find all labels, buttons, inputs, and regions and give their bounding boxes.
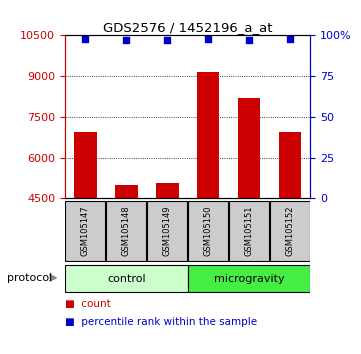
Bar xyxy=(279,132,301,198)
Bar xyxy=(188,265,310,292)
Text: microgravity: microgravity xyxy=(214,274,284,284)
Text: GSM105151: GSM105151 xyxy=(245,206,253,256)
Bar xyxy=(270,201,310,261)
Text: protocol: protocol xyxy=(7,273,52,283)
Point xyxy=(287,36,293,41)
Bar xyxy=(106,201,147,261)
Point xyxy=(123,38,129,43)
Text: GSM105147: GSM105147 xyxy=(81,206,90,256)
Point xyxy=(205,36,211,41)
Bar xyxy=(115,185,138,198)
Bar xyxy=(156,183,178,198)
Point xyxy=(246,38,252,43)
Point xyxy=(164,38,170,43)
Text: GSM105148: GSM105148 xyxy=(122,206,131,256)
Bar xyxy=(147,201,187,261)
Text: ■  percentile rank within the sample: ■ percentile rank within the sample xyxy=(65,317,257,327)
Title: GDS2576 / 1452196_a_at: GDS2576 / 1452196_a_at xyxy=(103,21,273,34)
Text: GSM105149: GSM105149 xyxy=(163,206,172,256)
Point xyxy=(83,36,88,41)
Bar xyxy=(188,201,228,261)
Text: GSM105150: GSM105150 xyxy=(204,206,213,256)
Text: GSM105152: GSM105152 xyxy=(286,206,295,256)
Text: control: control xyxy=(107,274,145,284)
Bar xyxy=(229,201,269,261)
Bar xyxy=(65,265,188,292)
Text: ■  count: ■ count xyxy=(65,299,111,309)
Bar xyxy=(74,132,97,198)
Bar xyxy=(197,72,219,198)
Bar xyxy=(65,201,105,261)
Bar xyxy=(238,98,260,198)
